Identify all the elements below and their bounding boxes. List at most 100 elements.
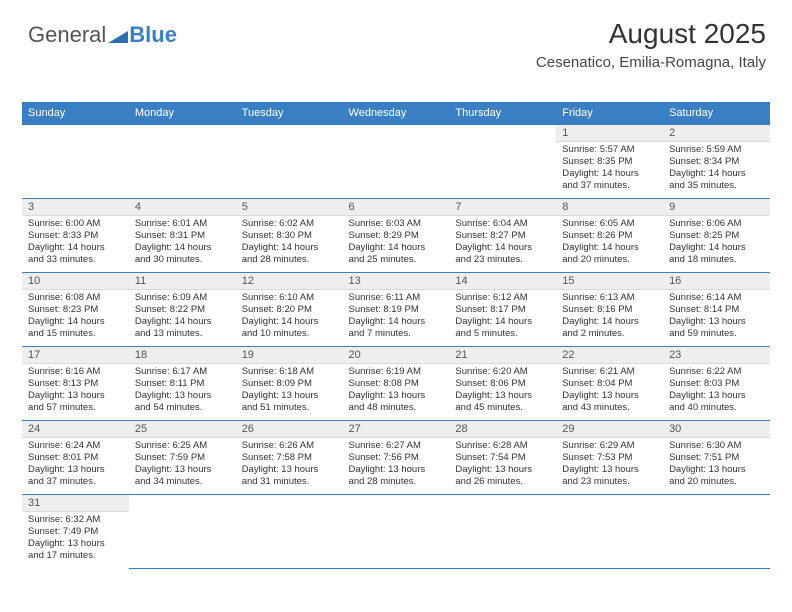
calendar-day-cell: 10Sunrise: 6:08 AMSunset: 8:23 PMDayligh… (22, 273, 129, 347)
weekday-header: Wednesday (343, 102, 450, 125)
calendar-week-row: 3Sunrise: 6:00 AMSunset: 8:33 PMDaylight… (22, 199, 770, 273)
day-number: 5 (236, 199, 343, 216)
daylight-text: and 13 minutes. (135, 328, 230, 340)
sunset-text: Sunset: 8:20 PM (242, 304, 337, 316)
daylight-text: and 23 minutes. (562, 476, 657, 488)
calendar-day-cell: 8Sunrise: 6:05 AMSunset: 8:26 PMDaylight… (556, 199, 663, 273)
calendar-day-cell: 4Sunrise: 6:01 AMSunset: 8:31 PMDaylight… (129, 199, 236, 273)
daylight-text: Daylight: 13 hours (349, 464, 444, 476)
logo: General Blue (28, 22, 177, 48)
calendar-day-cell: 17Sunrise: 6:16 AMSunset: 8:13 PMDayligh… (22, 347, 129, 421)
weekday-header: Friday (556, 102, 663, 125)
daylight-text: and 33 minutes. (28, 254, 123, 266)
sunrise-text: Sunrise: 6:20 AM (455, 366, 550, 378)
day-body: Sunrise: 6:05 AMSunset: 8:26 PMDaylight:… (556, 216, 663, 270)
daylight-text: and 10 minutes. (242, 328, 337, 340)
calendar-body: 1Sunrise: 5:57 AMSunset: 8:35 PMDaylight… (22, 125, 770, 569)
day-number: 11 (129, 273, 236, 290)
sunset-text: Sunset: 7:56 PM (349, 452, 444, 464)
sunrise-text: Sunrise: 6:25 AM (135, 440, 230, 452)
daylight-text: and 48 minutes. (349, 402, 444, 414)
daylight-text: and 37 minutes. (562, 180, 657, 192)
day-number: 19 (236, 347, 343, 364)
sunset-text: Sunset: 8:14 PM (669, 304, 764, 316)
sunrise-text: Sunrise: 5:57 AM (562, 144, 657, 156)
day-number: 16 (663, 273, 770, 290)
day-body: Sunrise: 6:22 AMSunset: 8:03 PMDaylight:… (663, 364, 770, 418)
sunset-text: Sunset: 8:30 PM (242, 230, 337, 242)
daylight-text: and 15 minutes. (28, 328, 123, 340)
sunset-text: Sunset: 8:11 PM (135, 378, 230, 390)
sunset-text: Sunset: 7:58 PM (242, 452, 337, 464)
weekday-header: Thursday (449, 102, 556, 125)
daylight-text: Daylight: 14 hours (28, 242, 123, 254)
daylight-text: and 34 minutes. (135, 476, 230, 488)
day-number: 14 (449, 273, 556, 290)
sunrise-text: Sunrise: 6:32 AM (28, 514, 123, 526)
daylight-text: Daylight: 13 hours (455, 390, 550, 402)
day-body: Sunrise: 6:04 AMSunset: 8:27 PMDaylight:… (449, 216, 556, 270)
sunset-text: Sunset: 8:04 PM (562, 378, 657, 390)
daylight-text: and 59 minutes. (669, 328, 764, 340)
day-number: 28 (449, 421, 556, 438)
day-body: Sunrise: 6:24 AMSunset: 8:01 PMDaylight:… (22, 438, 129, 492)
daylight-text: and 20 minutes. (669, 476, 764, 488)
calendar-day-cell: 5Sunrise: 6:02 AMSunset: 8:30 PMDaylight… (236, 199, 343, 273)
calendar-day-cell: 20Sunrise: 6:19 AMSunset: 8:08 PMDayligh… (343, 347, 450, 421)
calendar-day-cell: 11Sunrise: 6:09 AMSunset: 8:22 PMDayligh… (129, 273, 236, 347)
calendar-day-cell: 22Sunrise: 6:21 AMSunset: 8:04 PMDayligh… (556, 347, 663, 421)
sunset-text: Sunset: 8:31 PM (135, 230, 230, 242)
day-body: Sunrise: 6:30 AMSunset: 7:51 PMDaylight:… (663, 438, 770, 492)
calendar-day-cell: 24Sunrise: 6:24 AMSunset: 8:01 PMDayligh… (22, 421, 129, 495)
day-number: 1 (556, 125, 663, 142)
day-body: Sunrise: 5:59 AMSunset: 8:34 PMDaylight:… (663, 142, 770, 196)
calendar-day-cell: 27Sunrise: 6:27 AMSunset: 7:56 PMDayligh… (343, 421, 450, 495)
daylight-text: Daylight: 13 hours (669, 316, 764, 328)
calendar-day-cell (556, 495, 663, 569)
sunrise-text: Sunrise: 6:26 AM (242, 440, 337, 452)
day-body: Sunrise: 6:26 AMSunset: 7:58 PMDaylight:… (236, 438, 343, 492)
daylight-text: and 23 minutes. (455, 254, 550, 266)
daylight-text: Daylight: 13 hours (28, 538, 123, 550)
daylight-text: Daylight: 13 hours (669, 464, 764, 476)
daylight-text: and 28 minutes. (242, 254, 337, 266)
calendar-day-cell: 15Sunrise: 6:13 AMSunset: 8:16 PMDayligh… (556, 273, 663, 347)
sunrise-text: Sunrise: 6:21 AM (562, 366, 657, 378)
sunrise-text: Sunrise: 6:01 AM (135, 218, 230, 230)
daylight-text: and 37 minutes. (28, 476, 123, 488)
sunrise-text: Sunrise: 6:27 AM (349, 440, 444, 452)
day-number: 7 (449, 199, 556, 216)
day-number: 8 (556, 199, 663, 216)
calendar-day-cell (449, 495, 556, 569)
day-body: Sunrise: 6:06 AMSunset: 8:25 PMDaylight:… (663, 216, 770, 270)
daylight-text: and 40 minutes. (669, 402, 764, 414)
sunrise-text: Sunrise: 6:17 AM (135, 366, 230, 378)
sunrise-text: Sunrise: 6:08 AM (28, 292, 123, 304)
sunrise-text: Sunrise: 6:03 AM (349, 218, 444, 230)
sunrise-text: Sunrise: 6:29 AM (562, 440, 657, 452)
sunrise-text: Sunrise: 6:13 AM (562, 292, 657, 304)
calendar-day-cell: 25Sunrise: 6:25 AMSunset: 7:59 PMDayligh… (129, 421, 236, 495)
calendar-day-cell: 7Sunrise: 6:04 AMSunset: 8:27 PMDaylight… (449, 199, 556, 273)
daylight-text: and 28 minutes. (349, 476, 444, 488)
day-number: 20 (343, 347, 450, 364)
sunrise-text: Sunrise: 6:28 AM (455, 440, 550, 452)
daylight-text: Daylight: 14 hours (455, 316, 550, 328)
sunset-text: Sunset: 8:09 PM (242, 378, 337, 390)
sunset-text: Sunset: 8:06 PM (455, 378, 550, 390)
day-body: Sunrise: 6:09 AMSunset: 8:22 PMDaylight:… (129, 290, 236, 344)
daylight-text: and 5 minutes. (455, 328, 550, 340)
calendar-week-row: 31Sunrise: 6:32 AMSunset: 7:49 PMDayligh… (22, 495, 770, 569)
daylight-text: and 35 minutes. (669, 180, 764, 192)
daylight-text: Daylight: 13 hours (28, 390, 123, 402)
daylight-text: Daylight: 13 hours (562, 390, 657, 402)
sunrise-text: Sunrise: 6:16 AM (28, 366, 123, 378)
calendar-day-cell: 19Sunrise: 6:18 AMSunset: 8:09 PMDayligh… (236, 347, 343, 421)
daylight-text: Daylight: 13 hours (562, 464, 657, 476)
day-number: 12 (236, 273, 343, 290)
logo-triangle-icon (108, 27, 128, 43)
daylight-text: and 30 minutes. (135, 254, 230, 266)
daylight-text: Daylight: 14 hours (562, 168, 657, 180)
daylight-text: Daylight: 14 hours (669, 168, 764, 180)
day-number: 29 (556, 421, 663, 438)
